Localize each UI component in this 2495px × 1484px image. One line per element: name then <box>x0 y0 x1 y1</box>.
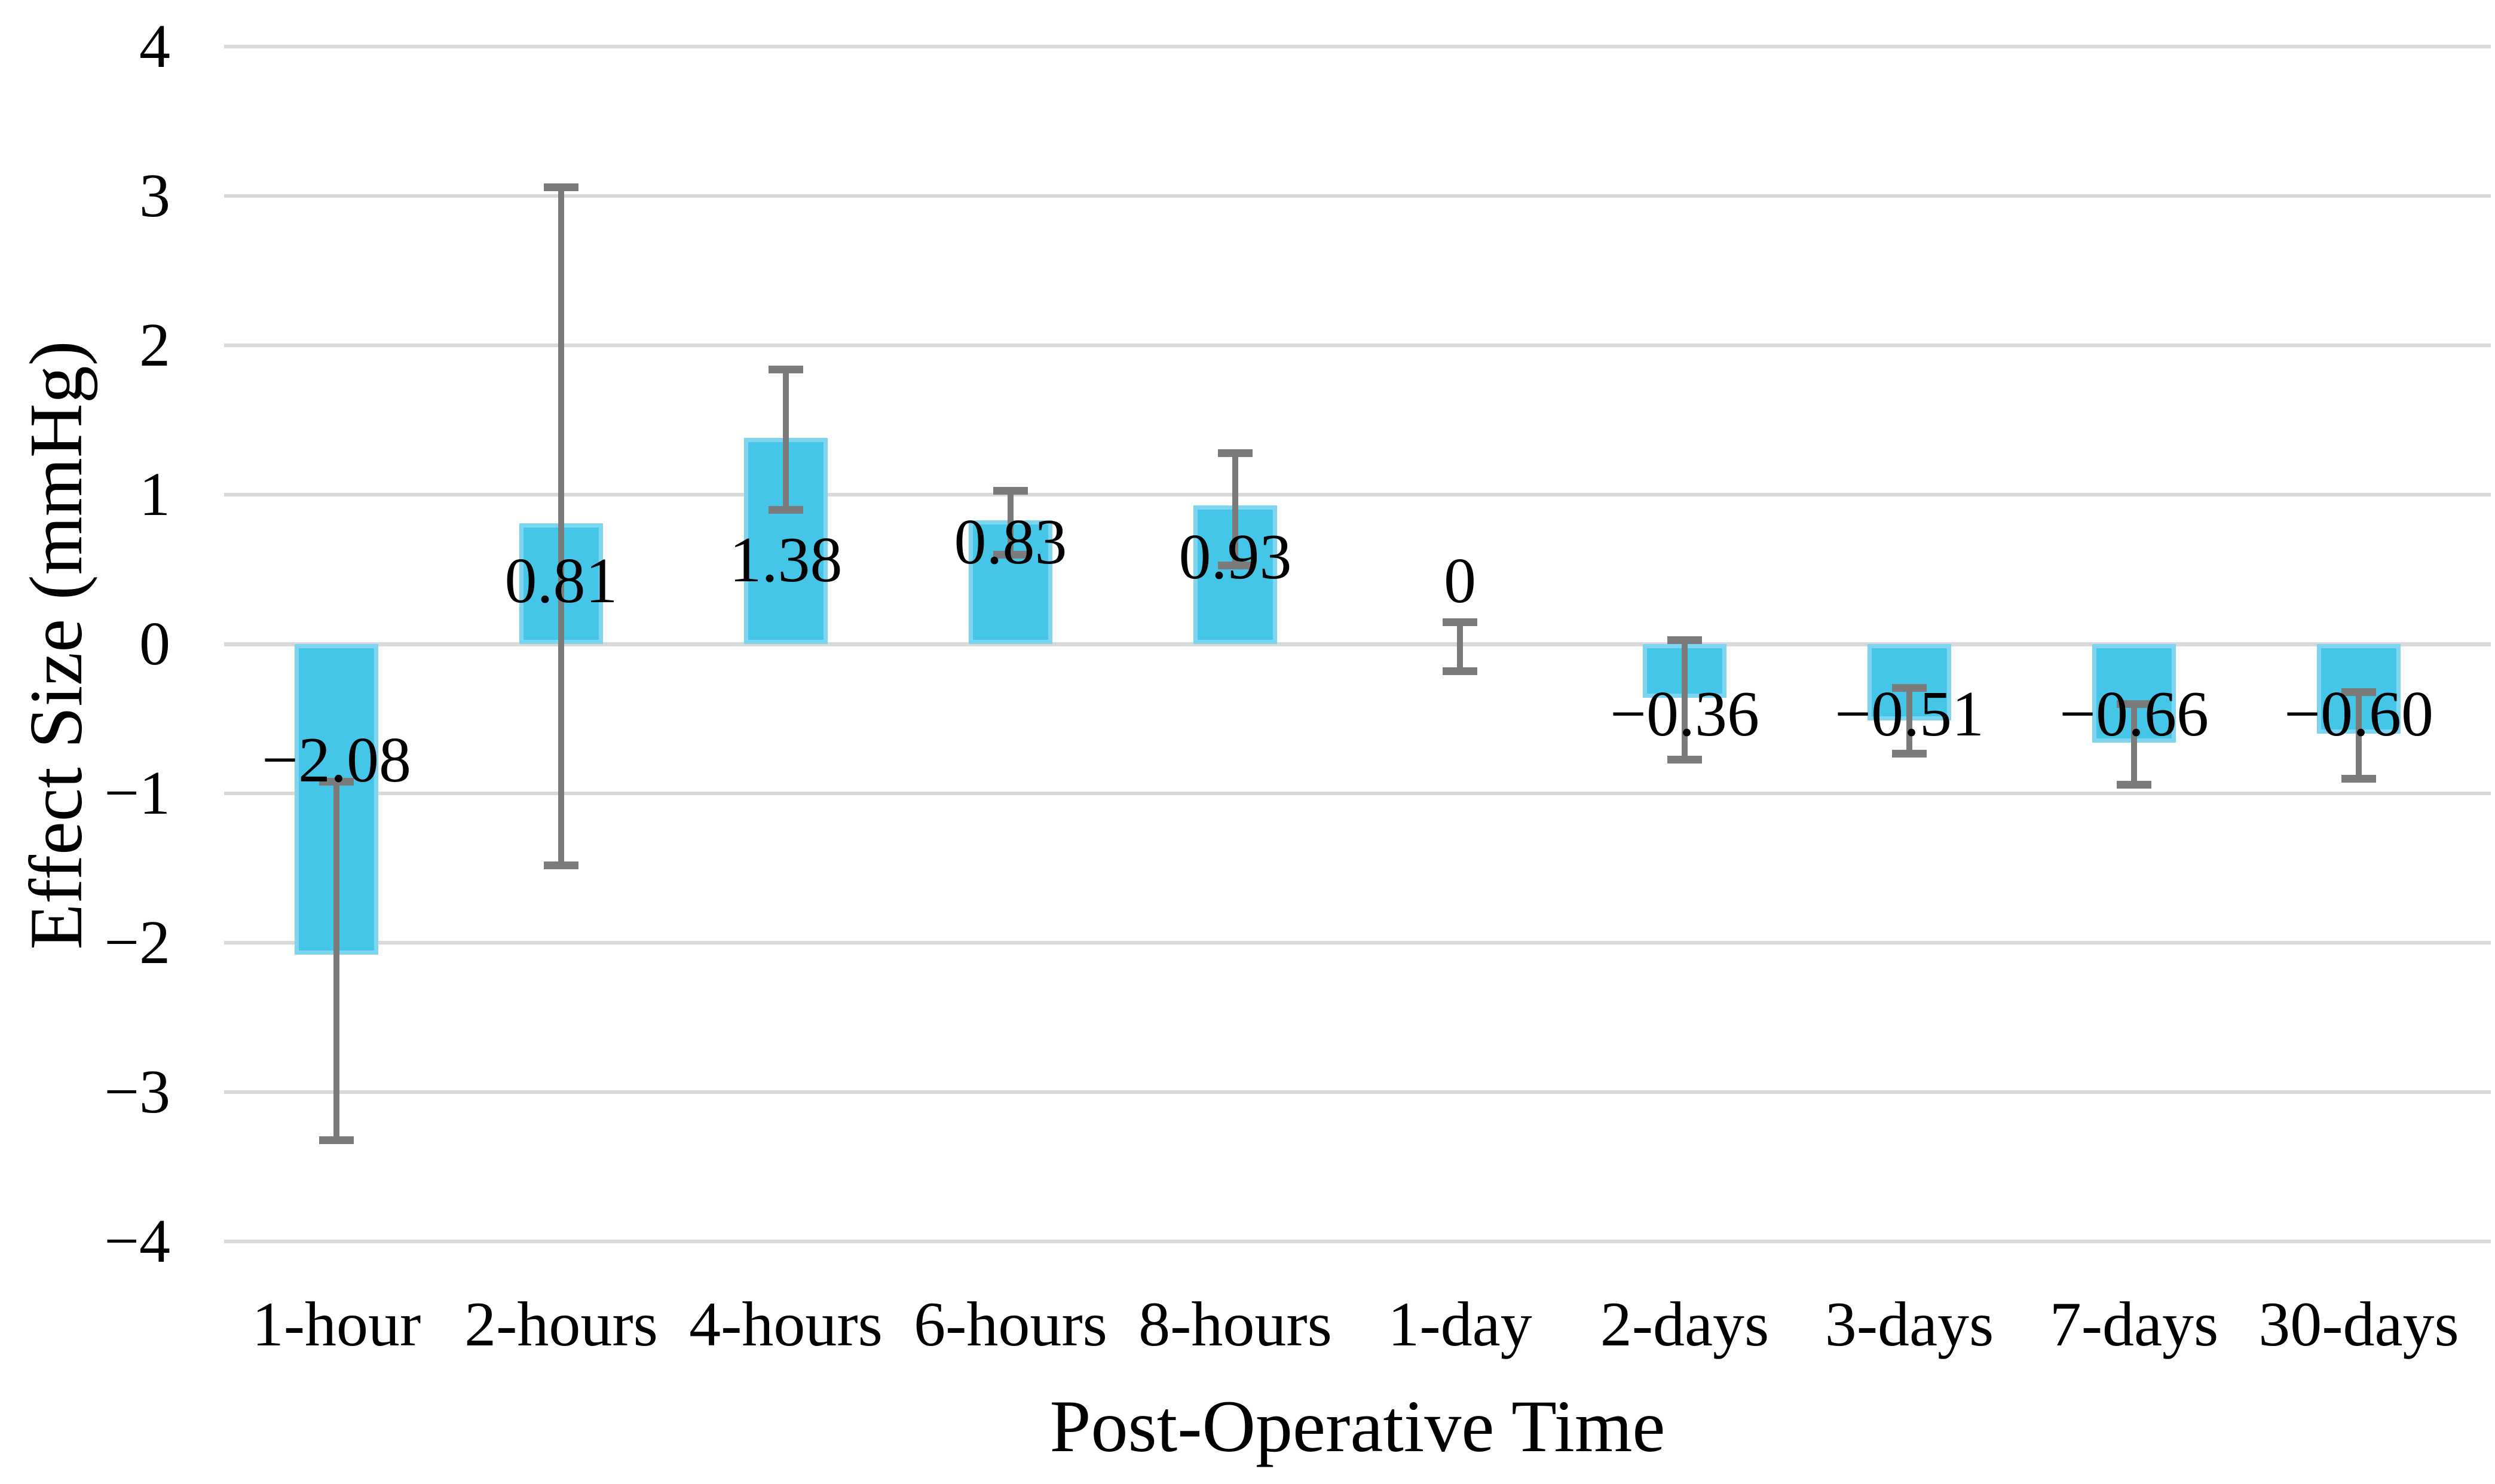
zero-gridline <box>224 642 2491 646</box>
data-label: 0 <box>1444 545 1476 617</box>
error-bar-cap <box>2117 781 2151 789</box>
error-bar-cap <box>319 1136 354 1144</box>
data-label: −0.36 <box>1610 678 1759 750</box>
error-bar-line <box>1457 621 1463 671</box>
y-tick-label: 2 <box>139 311 170 379</box>
error-bar-cap <box>1443 618 1477 626</box>
y-tick-label: 1 <box>139 460 170 529</box>
gridline <box>224 493 2491 496</box>
x-category-label: 3-days <box>1824 1289 1994 1359</box>
error-bar-line <box>1008 490 1014 554</box>
error-bar-cap <box>2341 775 2376 783</box>
gridline <box>224 45 2491 48</box>
data-label: −0.66 <box>2059 678 2209 750</box>
error-bar-cap <box>769 506 803 514</box>
x-category-label: 4-hours <box>689 1289 883 1359</box>
error-bar-line <box>333 781 339 1140</box>
gridline <box>224 344 2491 347</box>
y-tick-label: −4 <box>104 1207 170 1275</box>
error-bar-cap <box>319 778 354 786</box>
data-label: 0.81 <box>504 545 618 617</box>
error-bar-cap <box>993 486 1028 495</box>
error-bar-line <box>2131 704 2137 784</box>
data-label: −0.51 <box>1835 678 1984 750</box>
x-category-label: 1-day <box>1388 1289 1532 1359</box>
error-bar-cap <box>2117 700 2151 708</box>
gridline <box>224 194 2491 198</box>
error-bar-cap <box>1892 749 1927 758</box>
gridline <box>224 1240 2491 1243</box>
error-bar-line <box>1232 453 1238 565</box>
error-bar-cap <box>1218 449 1253 457</box>
error-bar-cap <box>1443 667 1477 675</box>
error-bar-line <box>558 187 564 865</box>
error-bar-cap <box>1892 683 1927 692</box>
data-label: 0.83 <box>954 507 1067 578</box>
error-bar-line <box>1906 687 1912 753</box>
y-tick-label: −2 <box>104 908 170 977</box>
error-bar-cap <box>993 551 1028 559</box>
error-bar-cap <box>2341 688 2376 696</box>
gridline <box>224 792 2491 795</box>
y-tick-label: −1 <box>104 759 170 827</box>
gridline <box>224 1090 2491 1094</box>
x-category-label: 2-days <box>1600 1289 1770 1359</box>
x-category-label: 30-days <box>2258 1289 2459 1359</box>
error-bar-cap <box>1667 755 1702 764</box>
data-label: −0.60 <box>2284 678 2433 750</box>
error-bar-cap <box>1667 636 1702 644</box>
y-tick-label: 0 <box>139 609 170 678</box>
x-category-label: 8-hours <box>1138 1289 1332 1359</box>
gridline <box>224 941 2491 945</box>
x-category-label: 7-days <box>2049 1289 2219 1359</box>
x-axis-title: Post-Operative Time <box>1049 1385 1666 1467</box>
x-category-label: 6-hours <box>914 1289 1107 1359</box>
y-tick-label: 4 <box>139 12 170 81</box>
x-category-label: 1-hour <box>252 1289 421 1359</box>
error-bar-cap <box>544 861 578 869</box>
error-bar-cap <box>1218 561 1253 569</box>
data-label: 1.38 <box>729 525 843 596</box>
error-bar-cap <box>769 366 803 373</box>
x-category-label: 2-hours <box>464 1289 658 1359</box>
data-label: −2.08 <box>262 725 411 796</box>
y-tick-label: −3 <box>104 1057 170 1126</box>
plot-area: −2.08 0.81 1.38 0.83 0.93 0 −0.36 −0.51 −0.66 −0.… <box>224 45 2491 1243</box>
data-label: 0.93 <box>1178 522 1292 593</box>
error-bar-line <box>2356 692 2362 778</box>
y-tick-label: 3 <box>139 161 170 230</box>
error-bar-cap <box>544 183 578 191</box>
error-bar-line <box>1682 639 1688 759</box>
error-bar-line <box>783 369 789 510</box>
